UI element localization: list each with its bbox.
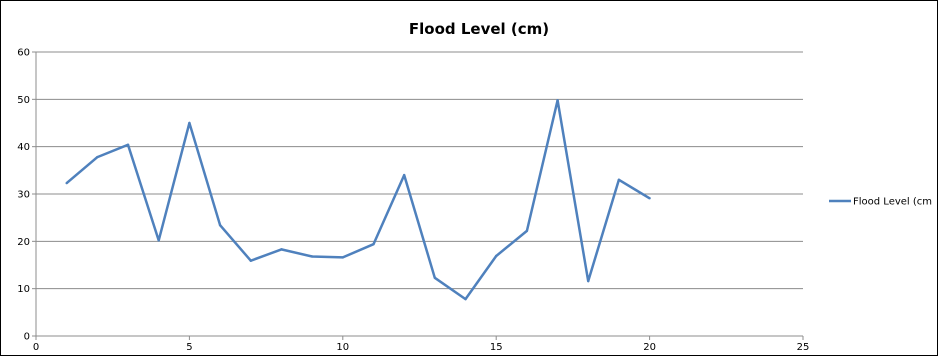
data-point (433, 276, 437, 279)
y-tick-label: 10 (17, 284, 30, 295)
series-line (65, 99, 651, 301)
data-point (617, 178, 621, 181)
gridlines (36, 51, 803, 290)
x-tick-label: 0 (33, 342, 39, 353)
data-point (157, 239, 160, 242)
x-tick-label: 20 (643, 342, 656, 353)
data-point (525, 229, 529, 233)
y-tick-label: 50 (17, 95, 30, 106)
data-point (587, 279, 590, 283)
x-tick-label: 15 (490, 342, 503, 353)
data-point (310, 255, 314, 258)
data-point (126, 143, 130, 146)
data-point (372, 242, 375, 246)
x-tick-label: 25 (797, 342, 810, 353)
legend-label: Flood Level (cm (853, 197, 932, 208)
legend: Flood Level (cm (829, 197, 932, 208)
data-point (402, 173, 406, 177)
y-tick-label: 0 (24, 332, 30, 343)
data-point (648, 197, 651, 200)
data-point (96, 155, 99, 159)
data-point (280, 248, 283, 251)
axes: 0 10 20 30 40 50 60 0 5 10 15 20 25 (17, 48, 809, 354)
y-tick-label: 60 (17, 48, 30, 59)
data-point (495, 254, 498, 258)
x-tick-label: 10 (336, 342, 349, 353)
data-point (556, 99, 559, 102)
data-point (464, 297, 467, 301)
data-point (188, 121, 191, 125)
data-point (65, 181, 68, 185)
y-tick-label: 20 (17, 237, 30, 248)
y-tick-label: 40 (17, 142, 30, 153)
chart-title: Flood Level (cm) (409, 20, 549, 38)
series-layer (65, 99, 651, 301)
x-tick-label: 5 (186, 342, 192, 353)
data-point (218, 224, 222, 227)
y-tick-label: 30 (17, 190, 30, 201)
data-point (341, 256, 344, 259)
data-point (249, 259, 252, 262)
